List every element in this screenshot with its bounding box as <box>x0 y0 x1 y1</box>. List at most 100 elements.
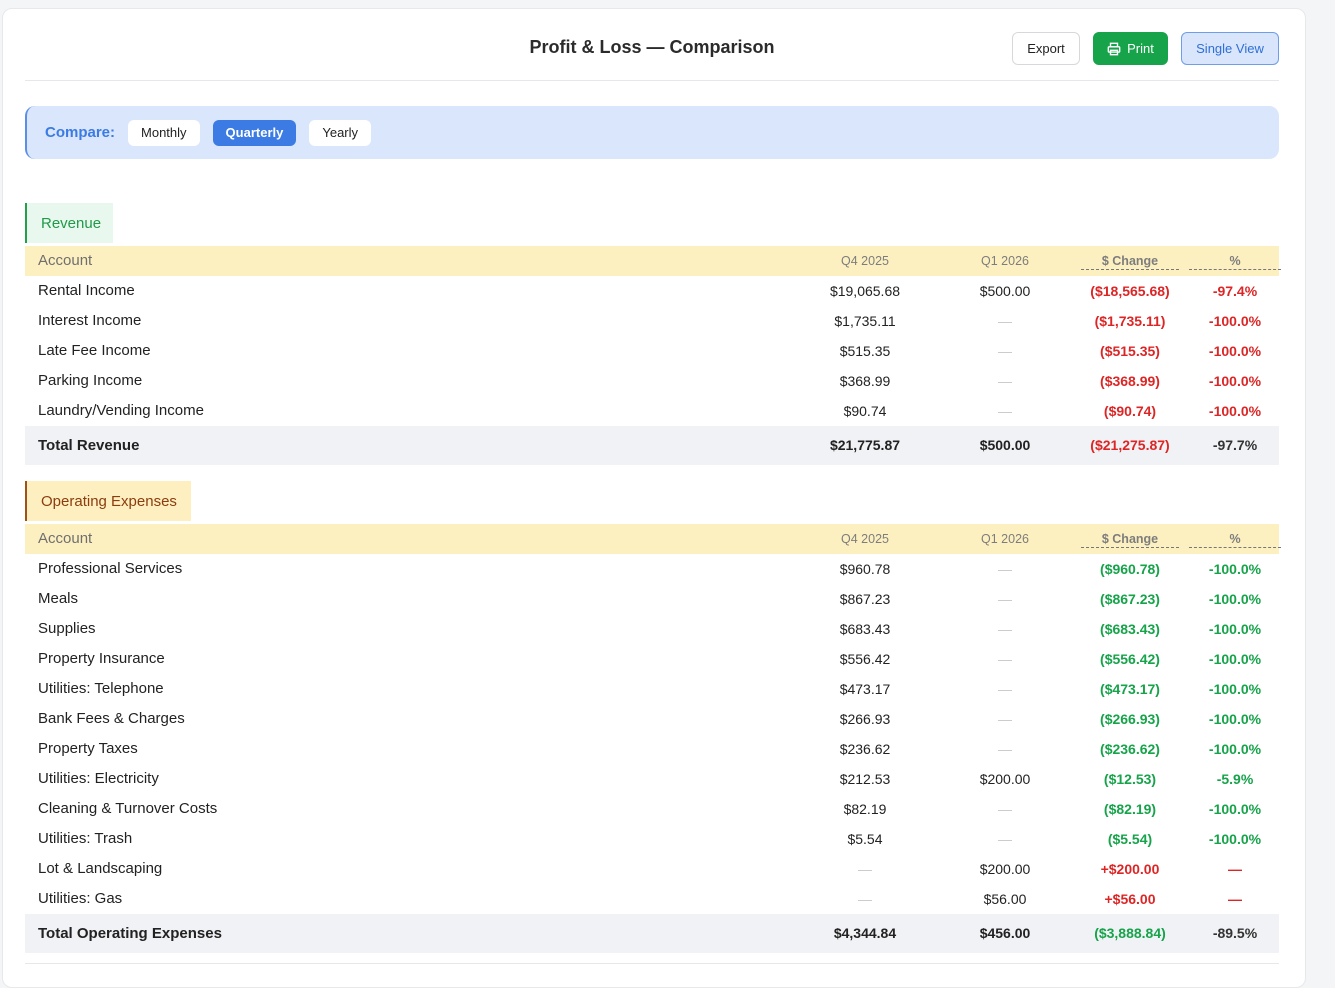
print-button-label: Print <box>1127 41 1154 56</box>
table-row: Utilities: Telephone $473.17 — ($473.17) -10… <box>25 674 1279 704</box>
account-name: Utilities: Electricity <box>38 770 159 787</box>
account-name: Utilities: Gas <box>38 890 123 907</box>
q4-value: $368.99 <box>839 373 891 389</box>
report-card: Profit & Loss — Comparison Export Print … <box>2 8 1306 988</box>
total-revenue-q4: $21,775.87 <box>829 437 901 453</box>
revenue-section-title: Revenue <box>25 203 113 243</box>
column-header-q1: Q1 2026 <box>981 254 1029 268</box>
column-header-change: $ Change <box>1081 532 1179 548</box>
q4-value: $867.23 <box>839 591 891 607</box>
q4-value: $82.19 <box>843 801 887 817</box>
column-header-account: Account <box>38 530 93 547</box>
q4-value: $515.35 <box>839 343 891 359</box>
percent-value: -100.0% <box>1208 313 1262 329</box>
table-row: Parking Income $368.99 — ($368.99) -100.0% <box>25 366 1279 396</box>
change-value: +$56.00 <box>1104 891 1156 907</box>
q1-value: — <box>998 621 1012 637</box>
q1-value: — <box>998 711 1012 727</box>
percent-value: -100.0% <box>1208 801 1262 817</box>
q1-value: — <box>998 561 1012 577</box>
q1-value: — <box>998 373 1012 389</box>
percent-value: -5.9% <box>1216 771 1254 787</box>
compare-option-quarterly[interactable]: Quarterly <box>212 119 297 146</box>
change-value: ($236.62) <box>1100 741 1160 757</box>
account-name: Interest Income <box>38 312 142 329</box>
column-header-percent: % <box>1189 532 1281 548</box>
account-name: Utilities: Telephone <box>38 680 164 697</box>
percent-value: — <box>1228 891 1242 907</box>
total-opex-change: ($3,888.84) <box>1094 925 1166 941</box>
table-row: Professional Services $960.78 — ($960.78) -1… <box>25 554 1279 584</box>
q4-value: $5.54 <box>847 831 883 847</box>
q1-value: — <box>998 801 1012 817</box>
single-view-button[interactable]: Single View <box>1181 32 1279 65</box>
q4-value: $473.17 <box>839 681 891 697</box>
q1-value: — <box>998 741 1012 757</box>
percent-value: -100.0% <box>1208 561 1262 577</box>
divider <box>25 963 1279 964</box>
compare-bar: Compare: Monthly Quarterly Yearly <box>25 106 1279 159</box>
opex-table-header: Account Q4 2025 Q1 2026 $ Change % <box>25 524 1281 554</box>
revenue-rows: Rental Income $19,065.68 $500.00 ($18,565.6… <box>25 276 1279 426</box>
q4-value: — <box>858 861 872 877</box>
column-header-q1: Q1 2026 <box>981 532 1029 546</box>
column-header-change: $ Change <box>1081 254 1179 270</box>
table-row: Lot & Landscaping — $200.00 +$200.00 — <box>25 854 1279 884</box>
account-name: Property Taxes <box>38 740 138 757</box>
q4-value: $960.78 <box>839 561 891 577</box>
q4-value: — <box>858 891 872 907</box>
account-name: Parking Income <box>38 372 143 389</box>
q1-value: — <box>998 403 1012 419</box>
percent-value: -100.0% <box>1208 651 1262 667</box>
account-name: Late Fee Income <box>38 342 151 359</box>
q1-value: — <box>998 831 1012 847</box>
total-revenue-change: ($21,275.87) <box>1090 437 1170 453</box>
change-value: ($473.17) <box>1100 681 1160 697</box>
revenue-total-row: Total Revenue $21,775.87 $500.00 ($21,27… <box>25 426 1279 465</box>
report-header: Profit & Loss — Comparison Export Print … <box>25 9 1279 81</box>
export-button[interactable]: Export <box>1012 32 1080 65</box>
account-name: Property Insurance <box>38 650 165 667</box>
q4-value: $683.43 <box>839 621 891 637</box>
account-name: Professional Services <box>38 560 183 577</box>
table-row: Interest Income $1,735.11 — ($1,735.11) -100… <box>25 306 1279 336</box>
percent-value: -100.0% <box>1208 741 1262 757</box>
change-value: ($683.43) <box>1100 621 1160 637</box>
compare-label: Compare: <box>45 124 116 141</box>
percent-value: -97.4% <box>1212 283 1258 299</box>
page-title: Profit & Loss — Comparison <box>529 37 775 57</box>
q4-value: $236.62 <box>839 741 891 757</box>
change-value: ($556.42) <box>1100 651 1160 667</box>
compare-option-monthly[interactable]: Monthly <box>128 119 200 146</box>
change-value: +$200.00 <box>1100 861 1160 877</box>
single-view-button-label: Single View <box>1196 41 1264 56</box>
total-opex-percent: -89.5% <box>1212 925 1258 941</box>
account-name: Utilities: Trash <box>38 830 133 847</box>
change-value: ($266.93) <box>1100 711 1160 727</box>
opex-table: Account Q4 2025 Q1 2026 $ Change % Profe… <box>25 524 1281 953</box>
percent-value: — <box>1228 861 1242 877</box>
q1-value: — <box>998 591 1012 607</box>
print-button[interactable]: Print <box>1093 32 1168 65</box>
table-row: Utilities: Trash $5.54 — ($5.54) -100.0% <box>25 824 1279 854</box>
q4-value: $1,735.11 <box>834 313 896 329</box>
change-value: ($867.23) <box>1100 591 1160 607</box>
q1-value: $200.00 <box>979 861 1031 877</box>
account-name: Cleaning & Turnover Costs <box>38 800 218 817</box>
table-row: Utilities: Electricity $212.53 $200.00 ($12… <box>25 764 1279 794</box>
account-name: Meals <box>38 590 79 607</box>
q1-value: — <box>998 651 1012 667</box>
table-row: Bank Fees & Charges $266.93 — ($266.93) -100… <box>25 704 1279 734</box>
opex-total-row: Total Operating Expenses $4,344.84 $456.… <box>25 914 1279 953</box>
opex-section-title: Operating Expenses <box>25 481 191 521</box>
total-opex-q1: $456.00 <box>979 925 1031 941</box>
q1-value: — <box>998 313 1012 329</box>
q1-value: $500.00 <box>979 283 1031 299</box>
compare-option-yearly[interactable]: Yearly <box>309 119 372 146</box>
export-button-label: Export <box>1027 41 1065 56</box>
column-header-account: Account <box>38 252 93 269</box>
account-name: Bank Fees & Charges <box>38 710 185 727</box>
q4-value: $556.42 <box>839 651 891 667</box>
percent-value: -100.0% <box>1208 591 1262 607</box>
table-row: Late Fee Income $515.35 — ($515.35) -100.0% <box>25 336 1279 366</box>
